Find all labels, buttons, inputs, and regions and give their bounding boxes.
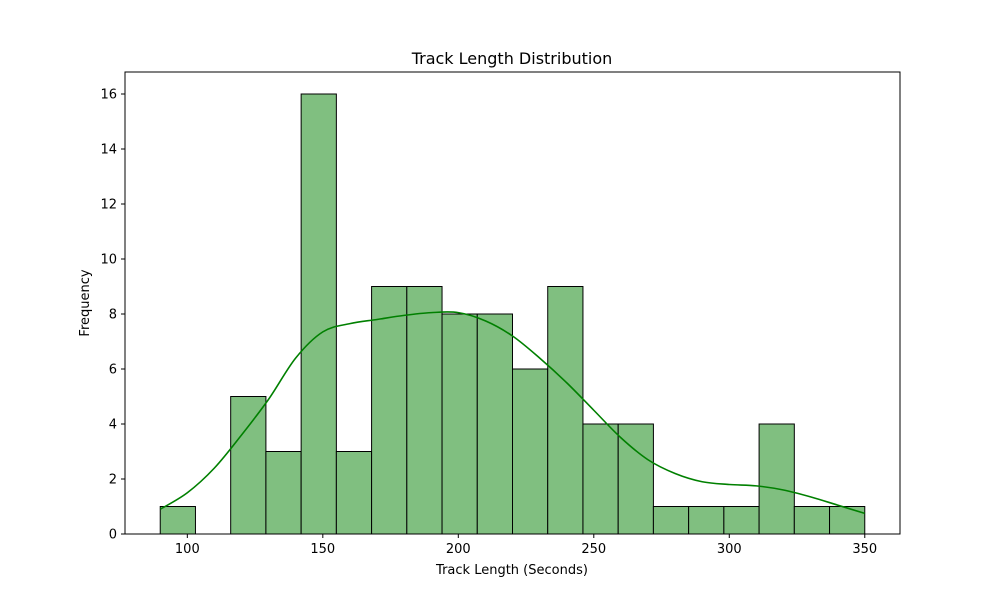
histogram-bar — [512, 368, 549, 535]
y-tick-label: 12 — [100, 198, 117, 213]
histogram-bar — [300, 93, 337, 535]
y-tick-label: 16 — [100, 88, 117, 103]
histogram-bar — [582, 423, 619, 535]
histogram-bar — [688, 506, 725, 535]
y-tick-label: 0 — [109, 528, 117, 543]
y-tick-label: 10 — [100, 253, 117, 268]
y-tick-label: 8 — [109, 308, 117, 323]
histogram-bar — [758, 423, 795, 535]
histogram-bar — [371, 286, 408, 535]
x-tick-label: 100 — [175, 542, 200, 557]
kde-curve — [159, 311, 866, 515]
histogram-bar — [335, 451, 373, 535]
histogram-bar — [652, 506, 690, 535]
histogram-bar — [793, 506, 831, 535]
histogram-bar — [159, 506, 196, 535]
x-tick-label: 250 — [581, 542, 606, 557]
x-axis-title: Track Length (Seconds) — [435, 563, 588, 578]
plot-frame — [124, 71, 901, 535]
histogram-bar — [829, 506, 866, 535]
y-tick-label: 14 — [100, 143, 117, 158]
x-tick-label: 350 — [852, 542, 877, 557]
chart-title: Track Length Distribution — [411, 49, 613, 68]
x-tick-label: 300 — [717, 542, 742, 557]
y-axis-title: Frequency — [78, 269, 93, 336]
y-tick-label: 2 — [109, 473, 117, 488]
histogram-bar — [441, 313, 478, 535]
histogram-bar — [617, 423, 654, 535]
bars-group — [159, 93, 866, 535]
x-tick-label: 200 — [446, 542, 471, 557]
histogram-bar — [230, 396, 267, 535]
histogram-bar — [723, 506, 760, 535]
x-tick-label: 150 — [310, 542, 335, 557]
histogram-bar — [265, 451, 302, 535]
y-tick-label: 4 — [109, 418, 117, 433]
y-tick-label: 6 — [109, 363, 117, 378]
y-axis-ticks: 0 2 4 6 8 10 12 14 16 — [100, 88, 125, 543]
histogram-bar — [476, 313, 514, 535]
histogram-bar — [547, 286, 584, 535]
x-axis-ticks: 100 150 200 250 300 350 — [175, 534, 877, 557]
histogram-bar — [406, 286, 443, 535]
